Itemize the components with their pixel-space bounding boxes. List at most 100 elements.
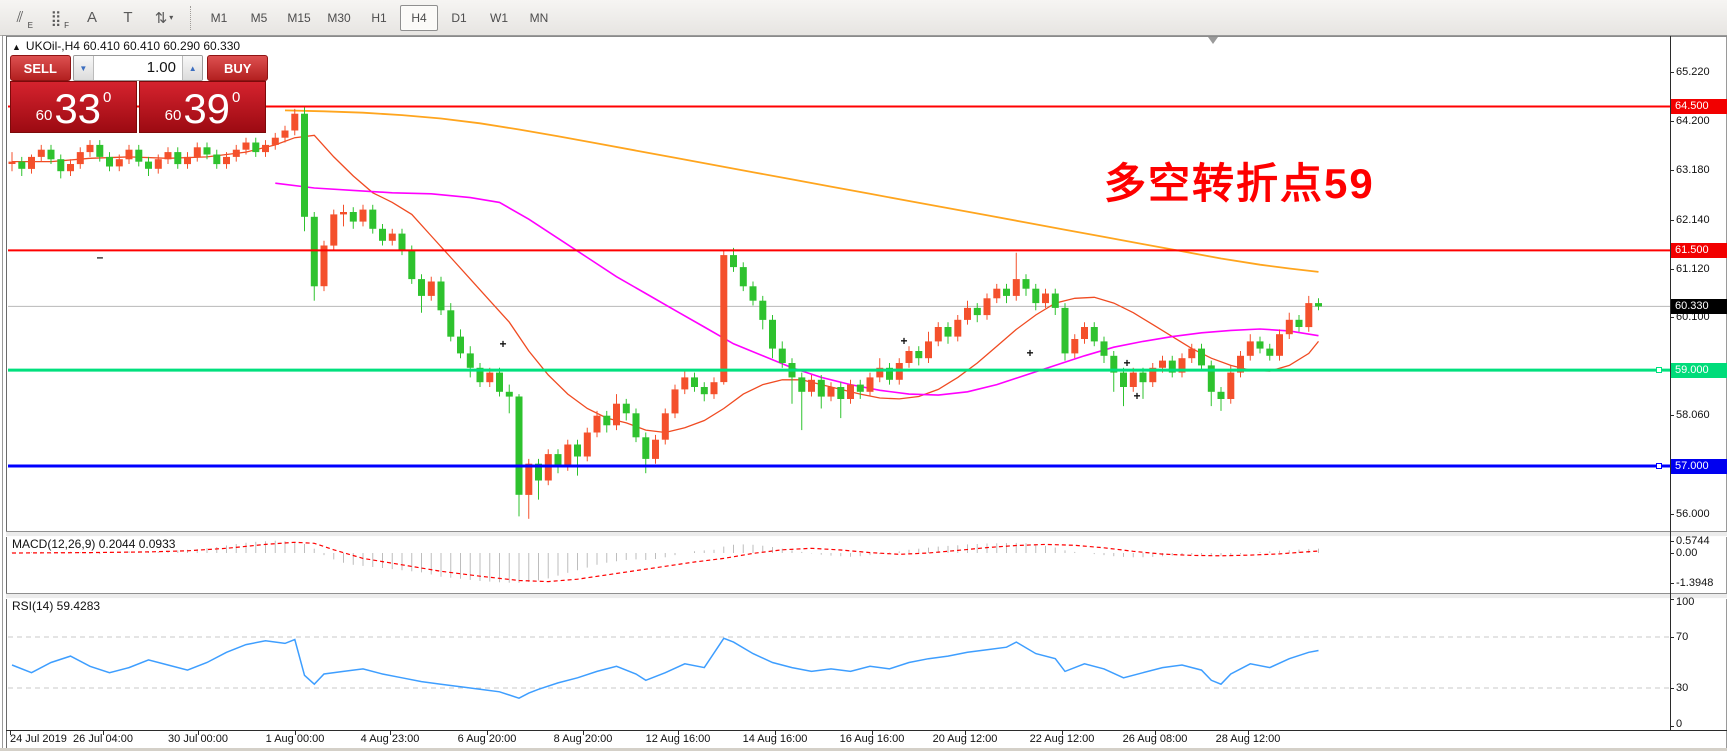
chart-shift-marker[interactable] [1208, 37, 1218, 44]
price-axis-border[interactable] [1670, 36, 1671, 731]
current-price-badge: 60.330 [1671, 298, 1727, 314]
time-axis-label: 30 Jul 00:00 [168, 733, 228, 745]
macd-axis-label: 0.5744 [1676, 534, 1710, 547]
macd-tick [1670, 540, 1674, 542]
arrows-tool-icon[interactable]: ⇅ ▾ [154, 9, 174, 27]
price-axis-label: 60.100 [1676, 311, 1710, 324]
time-axis-label: 26 Jul 04:00 [73, 733, 133, 745]
macd-indicator-canvas[interactable] [8, 535, 1670, 593]
time-tick [583, 730, 584, 735]
price-level-badge: 64.500 [1671, 99, 1727, 115]
price-level-badge: 59.000 [1671, 362, 1727, 378]
timeframe-m1-button[interactable]: M1 [210, 10, 228, 25]
rsi-axis-label: 30 [1676, 682, 1689, 694]
macd-label: MACD(12,26,9) 0.2044 0.0933 [12, 537, 176, 551]
time-tick [872, 730, 873, 735]
price-axis-label: 65.220 [1676, 66, 1710, 78]
price-tick [1670, 169, 1674, 171]
time-tick [1155, 730, 1156, 735]
toolbar-separator [190, 5, 192, 30]
chart-top-border [6, 36, 1727, 37]
rsi-axis-label: 0 [1676, 718, 1683, 730]
drawing-tools: ⫽ E ⣿ F A T ⇅ ▾ [0, 4, 180, 32]
price-tick [1670, 513, 1674, 515]
time-tick [10, 730, 11, 735]
price-tick [1670, 72, 1674, 73]
price-axis-label: 62.140 [1676, 213, 1710, 226]
buy-price-pip: 0 [232, 89, 241, 106]
time-axis-label: 22 Aug 12:00 [1029, 733, 1095, 745]
macd-panel-separator[interactable] [6, 531, 1727, 537]
sell-price-pip: 0 [103, 89, 112, 106]
status-strip [0, 748, 1727, 751]
timeframe-h1-button[interactable]: H1 [371, 10, 387, 25]
buy-price-whole: 60 [164, 107, 182, 124]
timeframe-mn-button[interactable]: MN [529, 10, 549, 25]
text-label-tool-icon[interactable]: T [123, 9, 133, 26]
time-tick [775, 730, 776, 735]
price-level-badge: 61.500 [1671, 242, 1727, 258]
time-axis-label: 26 Aug 08:00 [1122, 733, 1188, 745]
time-axis-label: 28 Aug 12:00 [1215, 733, 1281, 745]
volume-input[interactable]: 1.00 [94, 56, 182, 80]
trade-marker: + [1133, 389, 1141, 404]
rsi-tick [1670, 598, 1674, 600]
timeframe-d1-button[interactable]: D1 [451, 10, 467, 25]
text-tool-icon[interactable]: A [86, 9, 97, 26]
trade-marker: + [1026, 346, 1034, 361]
sell-price-big-digits: 33 [54, 85, 102, 132]
time-tick [1248, 730, 1249, 735]
chart-left-border [6, 36, 7, 748]
time-tick [487, 730, 488, 735]
sell-button[interactable]: SELL [10, 55, 71, 81]
price-tick [1670, 120, 1674, 122]
price-axis-label: 56.000 [1676, 507, 1710, 520]
price-tick [1670, 268, 1674, 270]
time-axis-label: 6 Aug 20:00 [457, 733, 517, 745]
timeframe-h4-button[interactable]: H4 [400, 4, 438, 31]
main-chart-canvas[interactable] [8, 36, 1670, 531]
ma-slow-line [284, 109, 1319, 273]
sell-price-panel[interactable]: 60 33 0 [10, 81, 137, 133]
time-tick [295, 730, 296, 735]
timeframe-m15-button[interactable]: M15 [287, 10, 311, 25]
rsi-tick [1670, 688, 1674, 689]
price-axis-label: 58.060 [1676, 409, 1710, 422]
symbol-ohlc-text: UKOil-,H4 60.410 60.410 60.290 60.330 [25, 39, 241, 53]
macd-axis-label: -1.3948 [1676, 576, 1714, 589]
time-tick [103, 730, 104, 735]
price-level-badge: 57.000 [1671, 458, 1727, 474]
timeframe-m5-button[interactable]: M5 [250, 10, 268, 25]
rsi-line [11, 637, 1319, 700]
line-drag-handle[interactable] [1656, 367, 1662, 374]
timeframe-m30-button[interactable]: M30 [327, 10, 351, 25]
macd-tick [1670, 553, 1674, 554]
ma-fast-line [12, 134, 1320, 434]
time-axis-label: 8 Aug 20:00 [553, 733, 613, 745]
volume-stepper: ▼ 1.00 ▲ [72, 55, 204, 81]
price-axis-label: 64.200 [1676, 114, 1710, 127]
annotation-text: 多空转折点59 [1104, 160, 1375, 207]
trade-marker: + [900, 334, 908, 349]
fibonacci-tool-icon[interactable]: ⣿ F [50, 9, 70, 30]
time-tick [1062, 730, 1063, 735]
time-tick [198, 730, 199, 735]
volume-increase-button[interactable]: ▲ [181, 56, 203, 80]
rsi-axis-label: 70 [1676, 631, 1689, 643]
trade-marker: + [1123, 355, 1131, 370]
rsi-label: RSI(14) 59.4283 [12, 599, 101, 613]
line-drag-handle[interactable] [1656, 463, 1662, 470]
buy-price-panel[interactable]: 60 39 0 [139, 81, 266, 133]
rsi-indicator-canvas[interactable] [8, 597, 1670, 730]
rsi-panel-separator[interactable] [6, 593, 1727, 599]
toolbar: ⫽ E ⣿ F A T ⇅ ▾ M1 M5 M15 M30 H1 H4 D1 W1 MN [0, 0, 1727, 36]
buy-button[interactable]: BUY [207, 55, 269, 81]
volume-decrease-button[interactable]: ▼ [73, 56, 95, 80]
time-tick [390, 730, 391, 735]
macd-signal-line [11, 541, 1319, 583]
channels-tool-icon[interactable]: ⫽ E [16, 9, 33, 30]
collapse-panel-icon[interactable]: ▲ [12, 42, 21, 52]
timeframe-w1-button[interactable]: W1 [490, 10, 508, 25]
time-axis-label: 24 Jul 2019 [10, 733, 67, 745]
